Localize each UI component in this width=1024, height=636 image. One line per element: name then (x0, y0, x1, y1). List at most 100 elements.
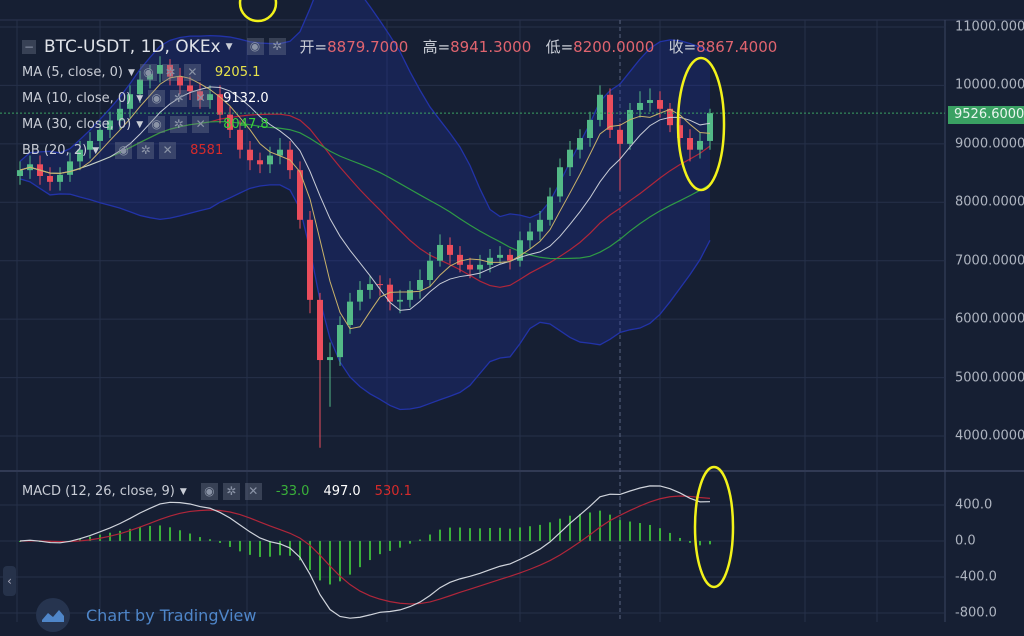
macd-histogram-bar (319, 541, 321, 581)
macd-histogram-bar (239, 541, 241, 552)
close-icon[interactable]: ✕ (183, 64, 201, 81)
eye-icon[interactable]: ◉ (148, 90, 166, 107)
macd-histogram-bar (479, 528, 481, 541)
close-icon[interactable]: ✕ (244, 483, 262, 500)
candle-down (657, 100, 663, 109)
chevron-down-icon[interactable]: ▼ (127, 67, 135, 78)
macd-tick-label: 400.0 (955, 497, 993, 513)
macd-signal-line (19, 495, 711, 605)
macd-histogram-bar (409, 541, 411, 544)
eye-icon[interactable]: ◉ (115, 142, 133, 159)
close-icon[interactable]: ✕ (192, 116, 210, 133)
candle-down (317, 299, 323, 361)
chevron-down-icon[interactable]: ▼ (225, 41, 233, 52)
annotation-ellipse (676, 56, 726, 192)
macd-histogram-bar (109, 532, 111, 541)
candle-up (57, 174, 63, 182)
macd-histogram-bar (169, 527, 171, 541)
candle-down (227, 114, 233, 130)
candle-down (297, 170, 303, 220)
gear-icon[interactable]: ✲ (161, 64, 179, 81)
chevron-down-icon[interactable]: ▼ (136, 119, 144, 130)
macd-histogram-bar (89, 536, 91, 541)
candle-down (307, 219, 313, 300)
chevron-down-icon[interactable]: ▼ (92, 145, 100, 156)
candle-up (707, 113, 713, 141)
macd-histogram-bar (389, 541, 391, 551)
candle-up (347, 301, 353, 325)
macd-histogram-bar (429, 534, 431, 541)
eye-icon[interactable]: ◉ (200, 483, 218, 500)
price-tick-label: 7000.0000 (955, 253, 1024, 269)
macd-histogram-bar (329, 541, 331, 585)
macd-histogram-bar (279, 541, 281, 556)
candle-up (97, 129, 103, 141)
candle-down (387, 284, 393, 302)
macd-histogram-bar (669, 532, 671, 541)
gear-icon[interactable]: ✲ (170, 116, 188, 133)
candle-up (557, 167, 563, 197)
candle-down (247, 149, 253, 161)
candle-down (217, 94, 223, 115)
candle-up (427, 260, 433, 281)
last-price-tag: 9526.6000 (948, 106, 1024, 124)
candle-down (467, 264, 473, 270)
close-icon[interactable]: ✕ (159, 142, 177, 159)
chart-canvas[interactable] (0, 0, 1024, 622)
gear-icon[interactable]: ✲ (268, 38, 286, 55)
macd-histogram-bar (469, 528, 471, 541)
candle-up (127, 94, 133, 109)
candle-up (77, 149, 83, 162)
macd-histogram-bar (449, 527, 451, 541)
macd-histogram-bar (589, 512, 591, 541)
macd-histogram-bar (609, 514, 611, 541)
macd-histogram-bar (489, 527, 491, 541)
collapse-legend-icon[interactable]: − (22, 39, 36, 54)
macd-histogram-bar (199, 537, 201, 541)
candle-up (157, 64, 163, 74)
candle-up (437, 244, 443, 261)
bollinger-lower-line (19, 178, 711, 411)
gear-icon[interactable]: ✲ (170, 90, 188, 107)
close-icon[interactable]: ✕ (192, 90, 210, 107)
macd-histogram-bar (639, 523, 641, 541)
chevron-down-icon[interactable]: ▼ (136, 93, 144, 104)
macd-tick-label: -800.0 (955, 605, 997, 621)
candle-down (677, 125, 683, 139)
macd-histogram-bar (349, 541, 351, 575)
macd-histogram-bar (629, 521, 631, 541)
ma30-line (19, 120, 711, 260)
candle-down (187, 85, 193, 92)
macd-histogram-bar (139, 526, 141, 541)
collapse-panel-button[interactable]: ‹ (3, 566, 16, 596)
candle-up (397, 299, 403, 302)
candle-down (507, 254, 513, 261)
macd-histogram-bar (79, 538, 81, 541)
macd-histogram-bar (19, 541, 21, 542)
gear-icon[interactable]: ✲ (137, 142, 155, 159)
macd-histogram-bar (529, 526, 531, 541)
candle-up (417, 280, 423, 290)
price-tick-label: 9000.0000 (955, 136, 1024, 152)
eye-icon[interactable]: ◉ (148, 116, 166, 133)
ma10-line (19, 86, 711, 311)
candle-up (407, 289, 413, 300)
candle-up (107, 120, 113, 130)
candle-up (587, 119, 593, 139)
macd-tick-label: -400.0 (955, 569, 997, 585)
eye-icon[interactable]: ◉ (139, 64, 157, 81)
macd-histogram-bar (369, 541, 371, 561)
macd-histogram-bar (619, 520, 621, 541)
macd-histogram-bar (549, 522, 551, 541)
macd-histogram-bar (419, 539, 421, 541)
macd-tick-label: 0.0 (955, 533, 976, 549)
candle-down (167, 64, 173, 77)
candle-up (567, 149, 573, 168)
macd-histogram-bar (659, 528, 661, 541)
chevron-down-icon[interactable]: ▼ (179, 486, 187, 497)
macd-histogram-bar (699, 541, 701, 546)
eye-icon[interactable]: ◉ (246, 38, 264, 55)
candle-up (517, 240, 523, 261)
gear-icon[interactable]: ✲ (222, 483, 240, 500)
tradingview-watermark[interactable]: Chart by TradingView (36, 598, 256, 632)
